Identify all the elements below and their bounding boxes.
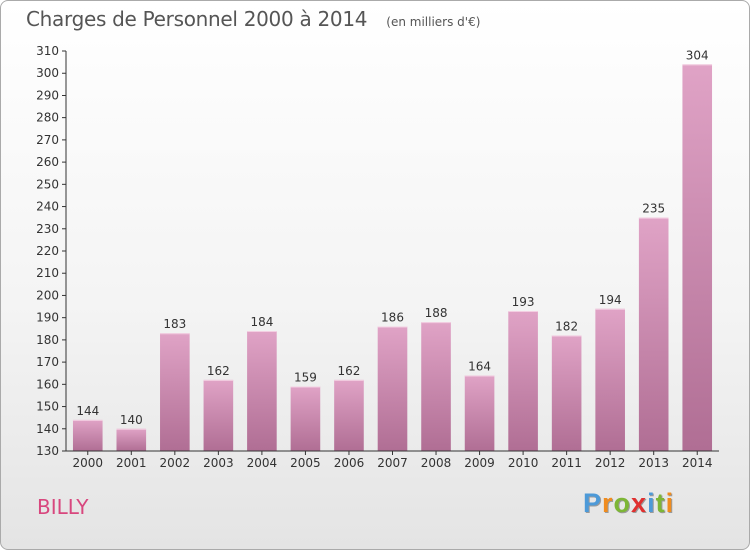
bar xyxy=(247,331,277,451)
y-tick-label: 220 xyxy=(36,244,59,258)
y-tick-label: 290 xyxy=(36,88,59,102)
logo-letter: t xyxy=(655,488,666,518)
proxiti-logo: Proxiti xyxy=(583,488,674,519)
y-tick-label: 170 xyxy=(36,355,59,369)
logo-letter: r xyxy=(602,488,614,518)
y-tick-label: 160 xyxy=(36,377,59,391)
data-label: 304 xyxy=(686,48,709,62)
bar xyxy=(508,311,538,451)
data-label: 183 xyxy=(163,317,186,331)
y-tick-label: 210 xyxy=(36,266,59,280)
y-tick-label: 230 xyxy=(36,222,59,236)
bar xyxy=(595,308,625,451)
logo-letter: i xyxy=(665,488,675,518)
y-tick-label: 200 xyxy=(36,288,59,302)
bar xyxy=(116,428,147,451)
data-label: 182 xyxy=(555,319,578,333)
bar xyxy=(203,379,234,451)
x-tick-label: 2004 xyxy=(247,456,278,470)
y-tick-label: 190 xyxy=(36,311,59,325)
data-label: 186 xyxy=(381,311,404,325)
x-tick-label: 2010 xyxy=(508,456,539,470)
bar xyxy=(290,386,321,451)
logo-letter: x xyxy=(631,488,648,518)
x-tick-label: 2001 xyxy=(116,456,147,470)
data-label: 235 xyxy=(642,202,665,216)
y-tick-label: 130 xyxy=(36,444,59,458)
bar xyxy=(160,333,190,451)
bar xyxy=(551,335,582,451)
x-tick-label: 2011 xyxy=(551,456,582,470)
logo-letter: o xyxy=(613,488,632,518)
town-name: BILLY xyxy=(37,495,89,519)
bar xyxy=(682,64,713,452)
logo-letter: i xyxy=(647,488,656,518)
x-tick-label: 2002 xyxy=(160,456,191,470)
data-label: 193 xyxy=(512,295,535,309)
logo-letter: P xyxy=(583,488,603,518)
data-label: 194 xyxy=(599,293,622,307)
x-tick-label: 2009 xyxy=(464,456,495,470)
data-label: 164 xyxy=(468,359,491,373)
y-tick-label: 250 xyxy=(36,177,59,191)
y-tick-label: 310 xyxy=(36,44,59,58)
x-tick-label: 2014 xyxy=(682,456,713,470)
data-label: 188 xyxy=(425,306,448,320)
x-tick-label: 2007 xyxy=(377,456,408,470)
y-tick-label: 150 xyxy=(36,400,59,414)
x-tick-label: 2003 xyxy=(203,456,234,470)
bar xyxy=(334,379,364,451)
data-label: 162 xyxy=(207,364,230,378)
bar xyxy=(638,217,669,451)
data-label: 184 xyxy=(250,315,273,329)
y-tick-label: 260 xyxy=(36,155,59,169)
data-label: 144 xyxy=(76,404,99,418)
x-tick-label: 2006 xyxy=(334,456,365,470)
bar xyxy=(377,326,408,451)
data-label: 140 xyxy=(120,413,143,427)
y-tick-label: 280 xyxy=(36,111,59,125)
bar xyxy=(72,419,103,451)
y-tick-label: 240 xyxy=(36,200,59,214)
y-tick-label: 300 xyxy=(36,66,59,80)
bar xyxy=(464,375,495,451)
x-tick-label: 2000 xyxy=(72,456,103,470)
y-tick-label: 140 xyxy=(36,422,59,436)
data-label: 159 xyxy=(294,371,317,385)
chart-title: Charges de Personnel 2000 à 2014 xyxy=(26,7,368,31)
title-row: Charges de Personnel 2000 à 2014 (en mil… xyxy=(26,7,480,31)
y-tick-label: 180 xyxy=(36,333,59,347)
y-tick-label: 270 xyxy=(36,133,59,147)
data-label: 162 xyxy=(338,364,361,378)
x-tick-label: 2005 xyxy=(290,456,321,470)
chart-subtitle: (en milliers d'€) xyxy=(386,15,481,29)
x-tick-label: 2013 xyxy=(638,456,669,470)
x-tick-label: 2008 xyxy=(421,456,452,470)
bar xyxy=(421,322,451,451)
x-tick-label: 2012 xyxy=(595,456,626,470)
